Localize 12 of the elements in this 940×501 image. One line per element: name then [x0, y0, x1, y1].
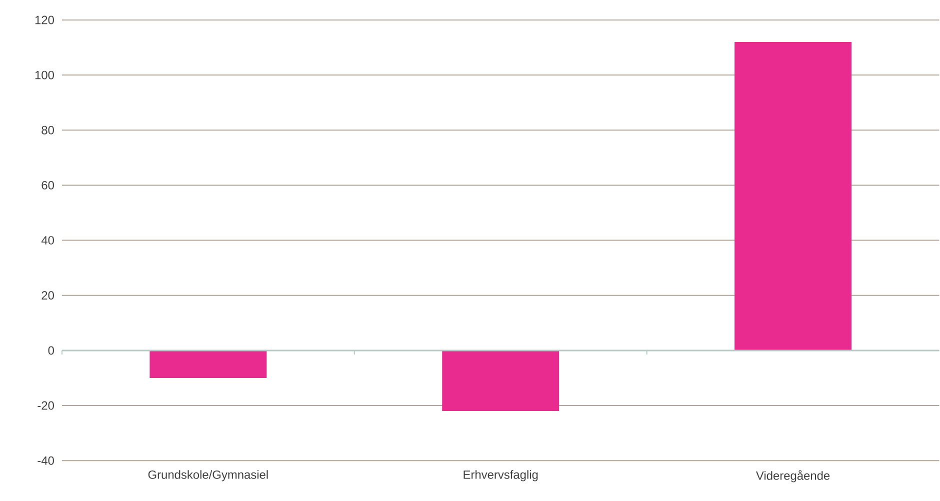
y-tick-label: 20 [42, 291, 54, 300]
x-tick-label: Erhvervsfaglig [464, 470, 538, 482]
x-tick-label: Videregående [756, 470, 830, 482]
y-tick-label: 40 [41, 236, 54, 245]
x-tick-label: Grundskole/Gymnasiel [148, 470, 268, 482]
y-tick-label: 0 [48, 346, 54, 355]
y-tick-label: -20 [38, 402, 54, 410]
y-tick-label: 120 [35, 16, 54, 24]
y-tick-label: 100 [35, 71, 54, 80]
y-tick-label: -40 [38, 456, 54, 466]
y-tick-label: 60 [42, 181, 54, 190]
y-tick-label: 80 [42, 126, 54, 135]
